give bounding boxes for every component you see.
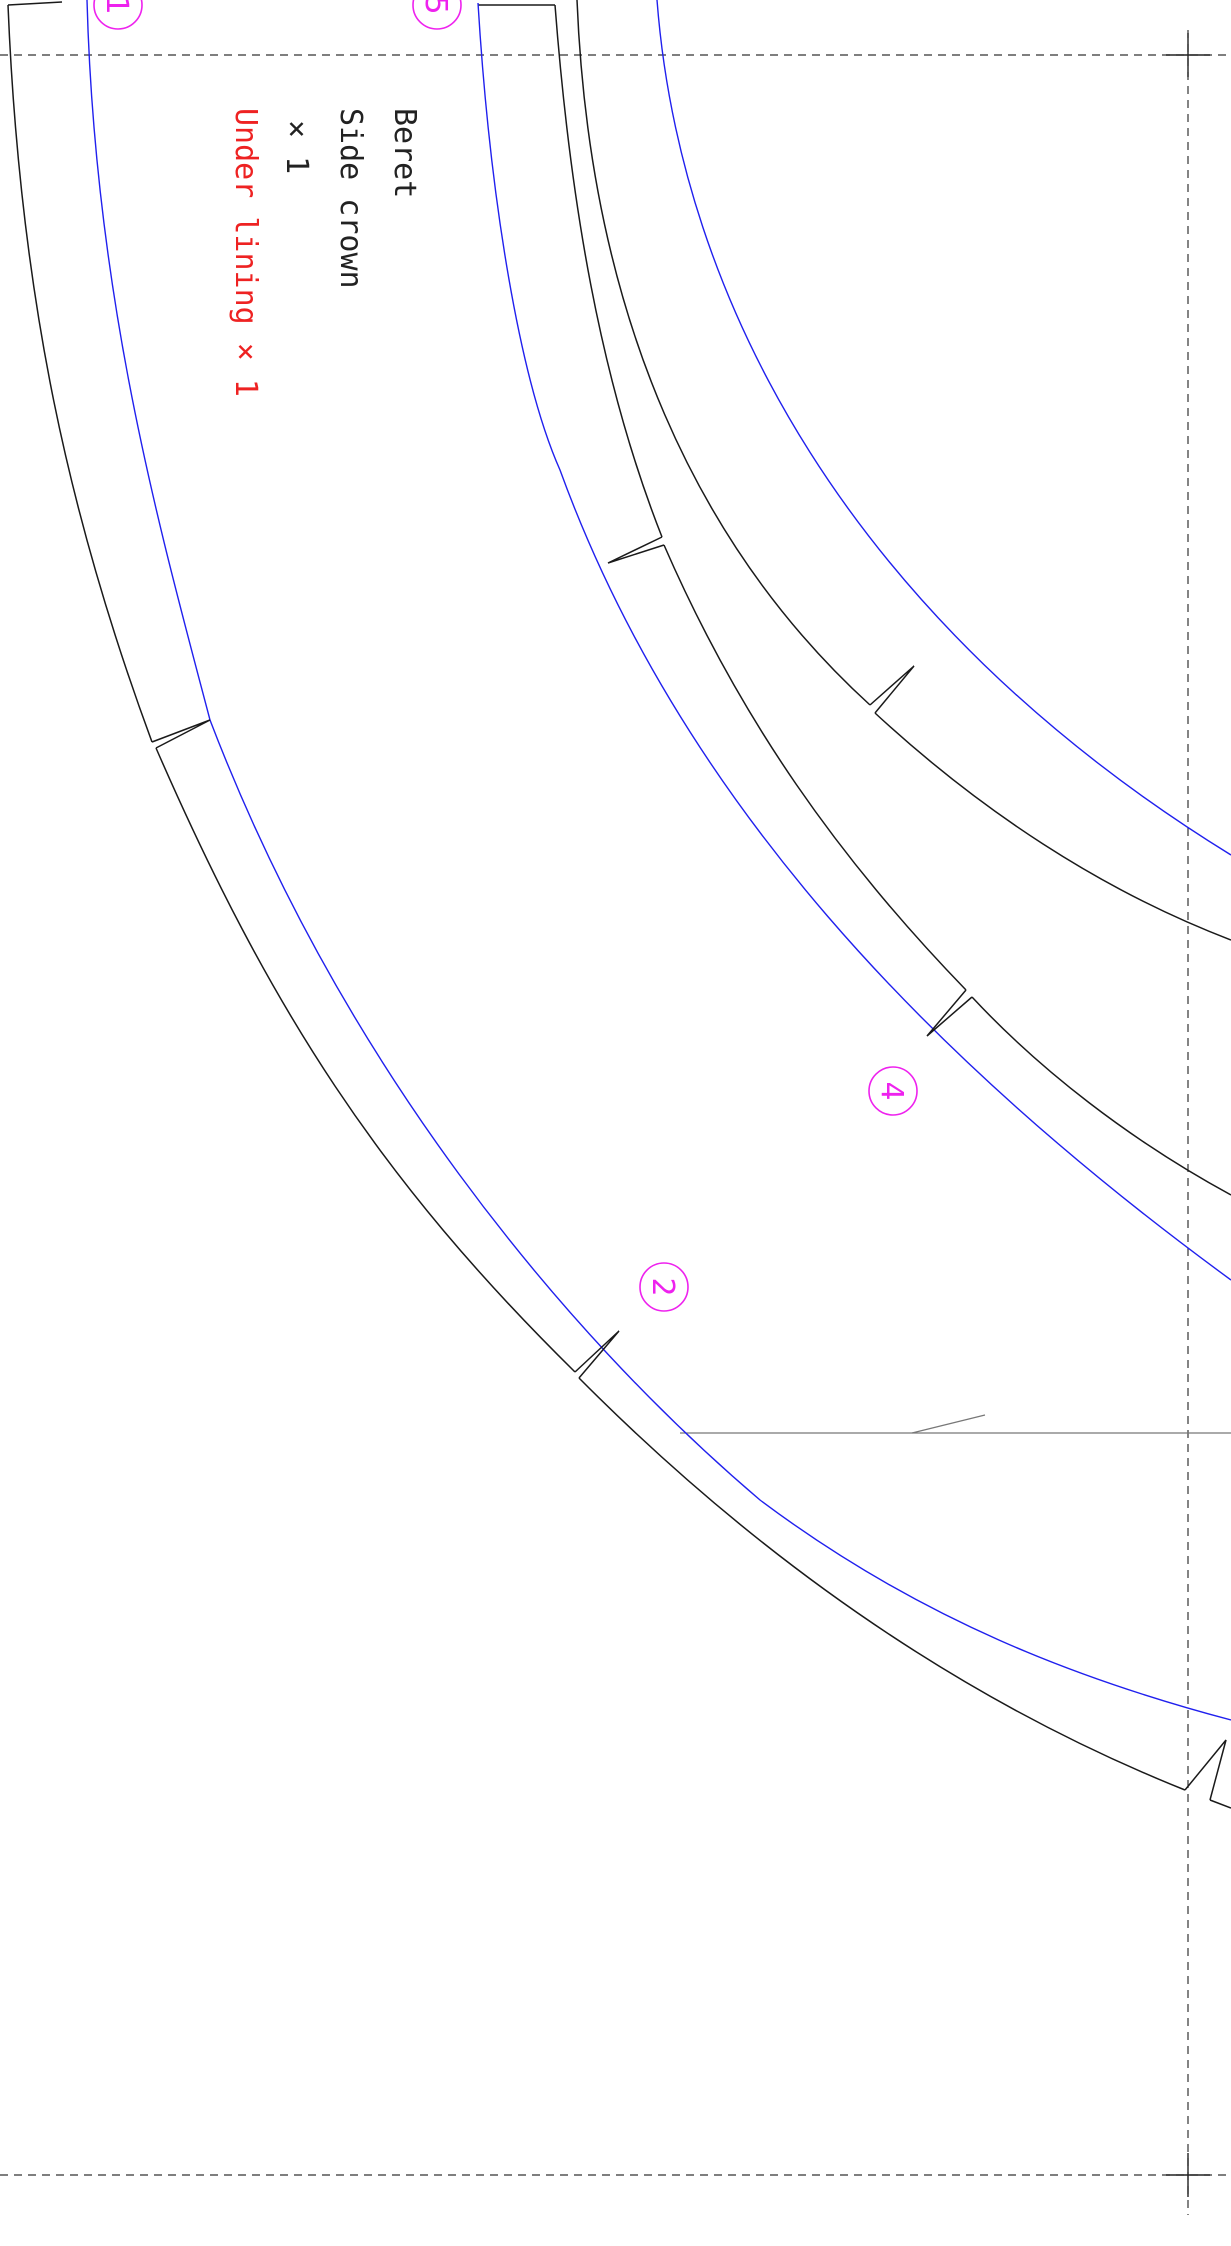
grain-line bbox=[680, 1414, 1231, 1434]
svg-text:4: 4 bbox=[874, 1081, 909, 1100]
marker-4: 4 bbox=[868, 1066, 918, 1116]
outer-strip-notches bbox=[151, 719, 1227, 1801]
top-right-cross-mark bbox=[1166, 33, 1210, 77]
bottom-right-cross-mark bbox=[1166, 2153, 1210, 2197]
inner-strip-cut-outline bbox=[576, 0, 1231, 941]
marker-2: 2 bbox=[639, 1262, 689, 1312]
svg-text:1: 1 bbox=[99, 0, 134, 15]
middle-strip-seam-line bbox=[477, 2, 1231, 1281]
svg-text:2: 2 bbox=[645, 1277, 680, 1296]
outer-strip-cut-outline bbox=[7, 1, 1231, 1809]
middle-strip-notches bbox=[607, 536, 973, 1037]
piece-name: Side crown bbox=[333, 108, 368, 289]
inner-strip-seam-line bbox=[656, 0, 1231, 856]
pattern-title: Beret bbox=[387, 108, 422, 198]
outer-strip-seam-line bbox=[86, 0, 1231, 1721]
svg-text:5: 5 bbox=[418, 0, 453, 15]
marker-1: 1 bbox=[93, 0, 143, 30]
lining-instruction: Under lining × 1 bbox=[228, 108, 263, 397]
marker-5: 5 bbox=[412, 0, 462, 30]
inner-strip-notches bbox=[869, 665, 915, 714]
piece-quantity: × 1 bbox=[279, 120, 314, 174]
middle-strip-cut-outline bbox=[478, 4, 1231, 1196]
